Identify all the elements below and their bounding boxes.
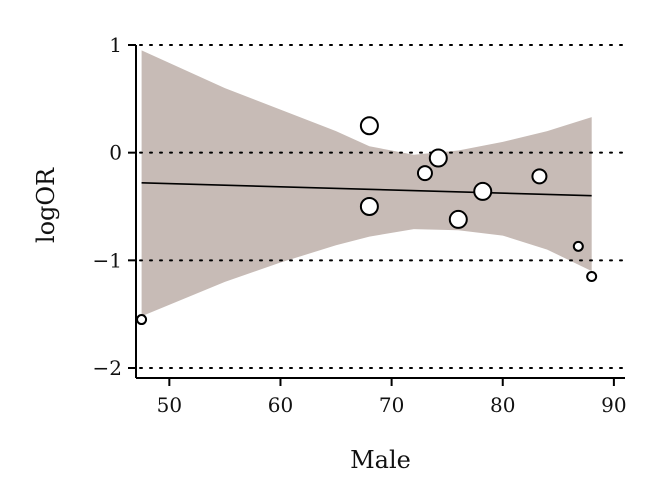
y-tick-label: −2	[93, 356, 122, 380]
x-tick-label: 90	[601, 393, 626, 417]
x-axis-title: Male	[350, 446, 411, 474]
x-tick-label: 70	[379, 393, 404, 417]
data-points-layer	[136, 116, 598, 326]
axes-layer: 1 0 −1 −2 50 60 70 80 90	[93, 33, 627, 417]
data-point	[359, 116, 379, 136]
confidence-band	[141, 50, 592, 317]
y-axis-title: logOR	[32, 167, 60, 243]
x-tick-label: 80	[490, 393, 515, 417]
x-tick-label: 50	[157, 393, 182, 417]
reference-lines-layer	[139, 44, 626, 369]
regression-line	[141, 182, 592, 197]
y-tick-label: 0	[109, 141, 122, 165]
data-point	[586, 270, 598, 282]
data-point	[448, 209, 468, 229]
data-point	[359, 197, 379, 216]
data-point	[531, 168, 548, 185]
y-tick-label: 1	[109, 33, 122, 57]
confidence-band-layer	[141, 50, 592, 317]
data-point	[428, 148, 448, 168]
data-point	[416, 165, 433, 182]
data-point	[473, 181, 493, 201]
regression-line-layer	[141, 182, 592, 197]
x-tick-label: 60	[268, 393, 293, 417]
data-point	[572, 240, 584, 252]
data-point	[136, 314, 148, 326]
y-tick-label: −1	[93, 248, 122, 272]
